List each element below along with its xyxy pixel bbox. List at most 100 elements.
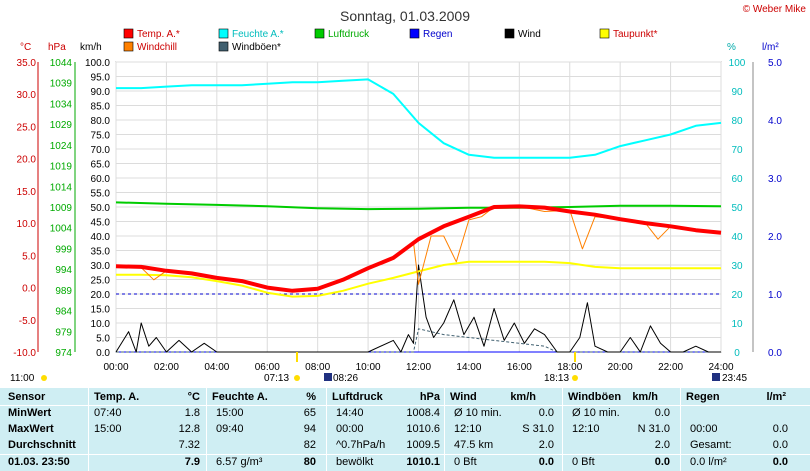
sunrise-tick (296, 352, 298, 362)
legend-swatch (123, 41, 134, 52)
tick-label-wind: 40.0 (91, 232, 111, 243)
tick-label-x: 22:00 (658, 362, 683, 373)
tick-label-rain: 4.0 (768, 116, 782, 127)
table-cell: 47.5 km (454, 439, 494, 451)
table-cell: 65 (303, 407, 316, 419)
tick-label-temp: 35.0 (17, 58, 37, 69)
table-cell: 0 Bft (454, 456, 477, 468)
tick-label-x: 12:00 (406, 362, 431, 373)
series-line-temp-a (115, 204, 722, 293)
tick-label-temp: 0.0 (22, 284, 36, 295)
tick-label-humidity: 70 (731, 145, 743, 156)
tick-label-wind: 15.0 (91, 305, 111, 316)
table-cell: 12:10 (454, 423, 482, 435)
table-cell: 0.0 (772, 456, 788, 468)
tick-label-pressure: 1029 (50, 120, 73, 131)
legend-swatch (504, 28, 515, 39)
table-cell: 6.57 g/m³ (216, 456, 263, 468)
axis-ticks: 35.0 30.0 25.0 20.0 15.0 10.0 5.0 0.0 -5.0 -10.0 1… (13, 58, 782, 373)
series-line-feuchte-a (116, 78, 722, 159)
tick-label-wind: 55.0 (91, 189, 111, 200)
column-separator (444, 388, 445, 471)
tick-label-humidity: 50 (731, 203, 743, 214)
moon-icon (324, 373, 332, 381)
column-separator (88, 388, 89, 471)
table-header-cell: °C (187, 391, 200, 403)
tick-label-x: 16:00 (507, 362, 532, 373)
tick-label-temp: -5.0 (19, 316, 37, 327)
table-cell: 15:00 (216, 407, 244, 419)
series-line-luftdruck (115, 201, 722, 211)
sun-moon-markers: 11:00 07:13 08:26 18:13 23:45 (10, 352, 747, 384)
tick-label-pressure: 1039 (50, 79, 73, 90)
series-line-taupunkt (116, 260, 721, 298)
legend-swatch (599, 28, 610, 39)
axis-title-pressure: hPa (48, 42, 66, 53)
sunset-tick (574, 352, 576, 362)
tick-label-pressure: 989 (55, 286, 72, 297)
tick-label-x: 06:00 (255, 362, 280, 373)
tick-label-pressure: 984 (55, 307, 72, 318)
tick-label-wind: 50.0 (91, 203, 111, 214)
tick-label-pressure: 994 (55, 265, 72, 276)
table-header-cell: Regen (686, 391, 720, 403)
legend-label: Windböen* (232, 42, 281, 53)
legend-label: Luftdruck (328, 29, 370, 40)
tick-label-pressure: 999 (55, 244, 72, 255)
table-cell: 7.32 (178, 439, 200, 451)
table-cell: 2.0 (538, 439, 554, 451)
tick-label-temp: -10.0 (13, 348, 36, 359)
tick-label-wind: 85.0 (91, 102, 111, 113)
moonrise-label: 08:26 (333, 373, 358, 384)
table-header-cell: km/h (632, 391, 658, 403)
tick-label-wind: 25.0 (91, 276, 111, 287)
chart-series (115, 78, 722, 353)
sun-icon (572, 375, 578, 381)
tick-label-temp: 25.0 (17, 122, 37, 133)
tick-label-pressure: 1044 (50, 58, 73, 69)
axis-title-temp: °C (20, 42, 31, 53)
table-cell: 0.0 (538, 407, 554, 419)
tick-label-pressure: 1014 (50, 182, 73, 193)
table-header-cell: Temp. A. (94, 391, 140, 403)
table-cell: 0.0 l/m² (690, 456, 727, 468)
table-row-label: MaxWert (8, 423, 54, 435)
table-cell: 1010.6 (406, 423, 440, 435)
table-cell: Gesamt: (690, 439, 732, 451)
table-cell: ^0.7hPa/h (336, 439, 386, 451)
tick-label-humidity: 60 (731, 174, 743, 185)
table-cell: N 31.0 (637, 423, 670, 435)
tick-label-humidity: 90 (731, 87, 743, 98)
legend-label: Taupunkt* (613, 29, 658, 40)
column-separator (326, 388, 327, 471)
tick-label-rain: 5.0 (768, 58, 782, 69)
tick-label-wind: 30.0 (91, 261, 111, 272)
summary-table: Sensor Temp. A. °C Feuchte A.% Luftdruck hPa W… (0, 388, 810, 471)
chart-credit: © Weber Mike (743, 4, 807, 15)
table-cell: 00:00 (336, 423, 364, 435)
tick-label-rain: 2.0 (768, 232, 782, 243)
tick-label-humidity: 100 (729, 58, 746, 69)
tick-label-pressure: 1019 (50, 162, 73, 173)
tick-label-wind: 65.0 (91, 160, 111, 171)
axis-title-humidity: % (727, 42, 736, 53)
tick-label-wind: 35.0 (91, 247, 111, 258)
tick-label-humidity: 80 (731, 116, 743, 127)
table-cell: 1.8 (184, 407, 200, 419)
sunset-label: 18:13 (544, 373, 569, 384)
table-header-cell: Wind (450, 391, 477, 403)
column-separator (680, 388, 681, 471)
table-row-label: MinWert (8, 407, 52, 419)
legend-label: Temp. A.* (137, 29, 180, 40)
day-start-label: 11:00 (10, 373, 35, 384)
table-row-label: 01.03. 23:50 (8, 456, 70, 468)
legend-swatch (218, 41, 229, 52)
table-cell: Ø 10 min. (572, 407, 620, 419)
table-cell: 09:40 (216, 423, 244, 435)
table-cell: 0 Bft (572, 456, 595, 468)
table-header-cell: Windböen (568, 391, 622, 403)
tick-label-humidity: 40 (731, 232, 743, 243)
table-cell: 1008.4 (406, 407, 440, 419)
tick-label-wind: 70.0 (91, 145, 111, 156)
tick-label-pressure: 1004 (50, 224, 73, 235)
